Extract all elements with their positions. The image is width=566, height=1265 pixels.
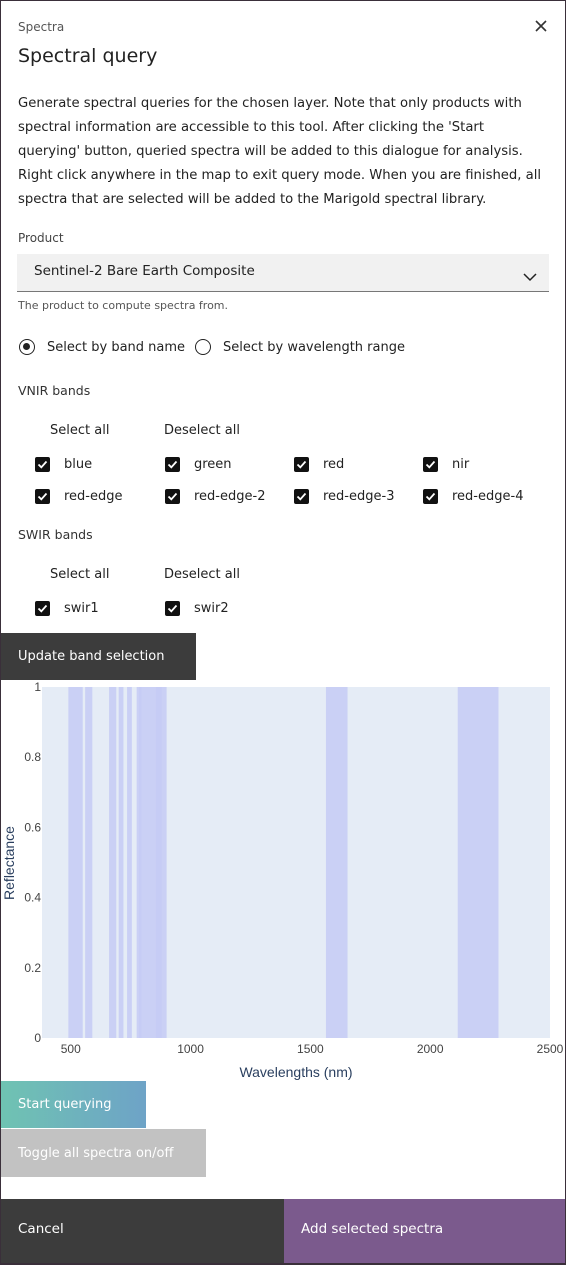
x-tick-label: 2000 [417,1042,444,1056]
toggle-all-spectra-button[interactable]: Toggle all spectra on/off [1,1129,206,1177]
checkbox-swir2[interactable]: swir2 [165,599,229,617]
checkbox-label: red-edge-4 [452,488,524,504]
vnir-deselect-all-button[interactable]: Deselect all [164,423,240,438]
y-tick-label: 0.8 [24,750,41,764]
radio-label: Select by wavelength range [223,339,405,355]
checkmark-icon [423,488,438,504]
checkbox-label: green [194,456,232,472]
checkmark-icon [165,488,180,504]
checkmark-icon [35,456,50,472]
x-tick-label: 1000 [177,1042,204,1056]
radio-select-by-band-name[interactable]: Select by band name [19,336,185,358]
product-select-value: Sentinel-2 Bare Earth Composite [34,263,255,279]
band-range-red [109,687,117,1038]
product-helper-text: The product to compute spectra from. [18,299,229,312]
start-querying-button[interactable]: Start querying [1,1081,146,1128]
checkbox-blue[interactable]: blue [35,455,92,473]
checkmark-icon [165,600,180,616]
vnir-select-all-button[interactable]: Select all [50,423,110,438]
radio-select-by-wavelength-range[interactable]: Select by wavelength range [195,336,405,358]
product-label: Product [18,231,64,245]
band-range-green [85,687,93,1038]
x-tick-label: 2500 [537,1042,564,1056]
band-range-swir1 [325,687,348,1038]
checkbox-red-edge-2[interactable]: red-edge-2 [165,487,265,505]
checkbox-red-edge-4[interactable]: red-edge-4 [423,487,523,505]
checkmark-icon [165,456,180,472]
checkbox-label: nir [452,456,470,472]
product-select[interactable]: Sentinel-2 Bare Earth Composite [17,254,549,292]
band-range-swir2 [457,687,499,1038]
band-range-blue [68,687,83,1038]
radio-unselected-icon [195,339,211,355]
x-axis-title: Wavelengths (nm) [239,1064,352,1080]
radio-selected-icon [19,339,35,355]
y-tick-label: 0.4 [24,891,41,905]
y-tick-label: 0.6 [24,820,41,834]
band-range-red-edge [118,687,124,1038]
spectra-chart: 500 1000 1500 2000 2500 0 0.2 0.4 0.6 0.8 1 Wavele… [1,680,564,1080]
checkmark-icon [35,600,50,616]
checkmark-icon [35,488,50,504]
radio-label: Select by band name [47,339,186,355]
vnir-bands-label: VNIR bands [18,383,91,398]
x-tick-label: 500 [61,1042,81,1056]
checkbox-label: blue [64,456,93,472]
checkbox-label: red [323,456,345,472]
checkmark-icon [423,456,438,472]
band-range-red-edge-2 [127,687,132,1038]
swir-deselect-all-button[interactable]: Deselect all [164,567,240,582]
checkmark-icon [294,456,309,472]
intro-text: Generate spectral queries for the chosen… [18,96,542,207]
band-range-red-edge-4 [155,687,162,1038]
update-band-selection-button[interactable]: Update band selection [1,633,196,680]
close-icon[interactable] [531,16,551,36]
x-tick-label: 1500 [297,1042,324,1056]
checkbox-label: swir1 [64,600,99,616]
checkbox-label: red-edge [64,488,123,504]
checkbox-label: red-edge-2 [194,488,266,504]
checkbox-swir1[interactable]: swir1 [35,599,99,617]
swir-bands-label: SWIR bands [18,527,93,542]
y-tick-label: 1 [34,680,41,694]
add-selected-spectra-button[interactable]: Add selected spectra [284,1199,565,1263]
checkmark-icon [294,488,309,504]
y-tick-label: 0 [34,1031,41,1045]
checkbox-label: swir2 [194,600,229,616]
dialog-eyebrow: Spectra [18,20,65,34]
band-range-nir [139,687,167,1038]
checkbox-nir[interactable]: nir [423,455,469,473]
chevron-down-icon [523,267,537,282]
checkbox-red-edge-3[interactable]: red-edge-3 [294,487,394,505]
checkbox-label: red-edge-3 [323,488,395,504]
checkbox-red[interactable]: red [294,455,344,473]
checkbox-red-edge[interactable]: red-edge [35,487,123,505]
checkbox-green[interactable]: green [165,455,232,473]
swir-select-all-button[interactable]: Select all [50,567,110,582]
y-axis-title: Reflectance [1,826,17,900]
y-tick-label: 0.2 [24,961,41,975]
cancel-button[interactable]: Cancel [1,1199,284,1263]
dialog-title: Spectral query [18,45,158,67]
